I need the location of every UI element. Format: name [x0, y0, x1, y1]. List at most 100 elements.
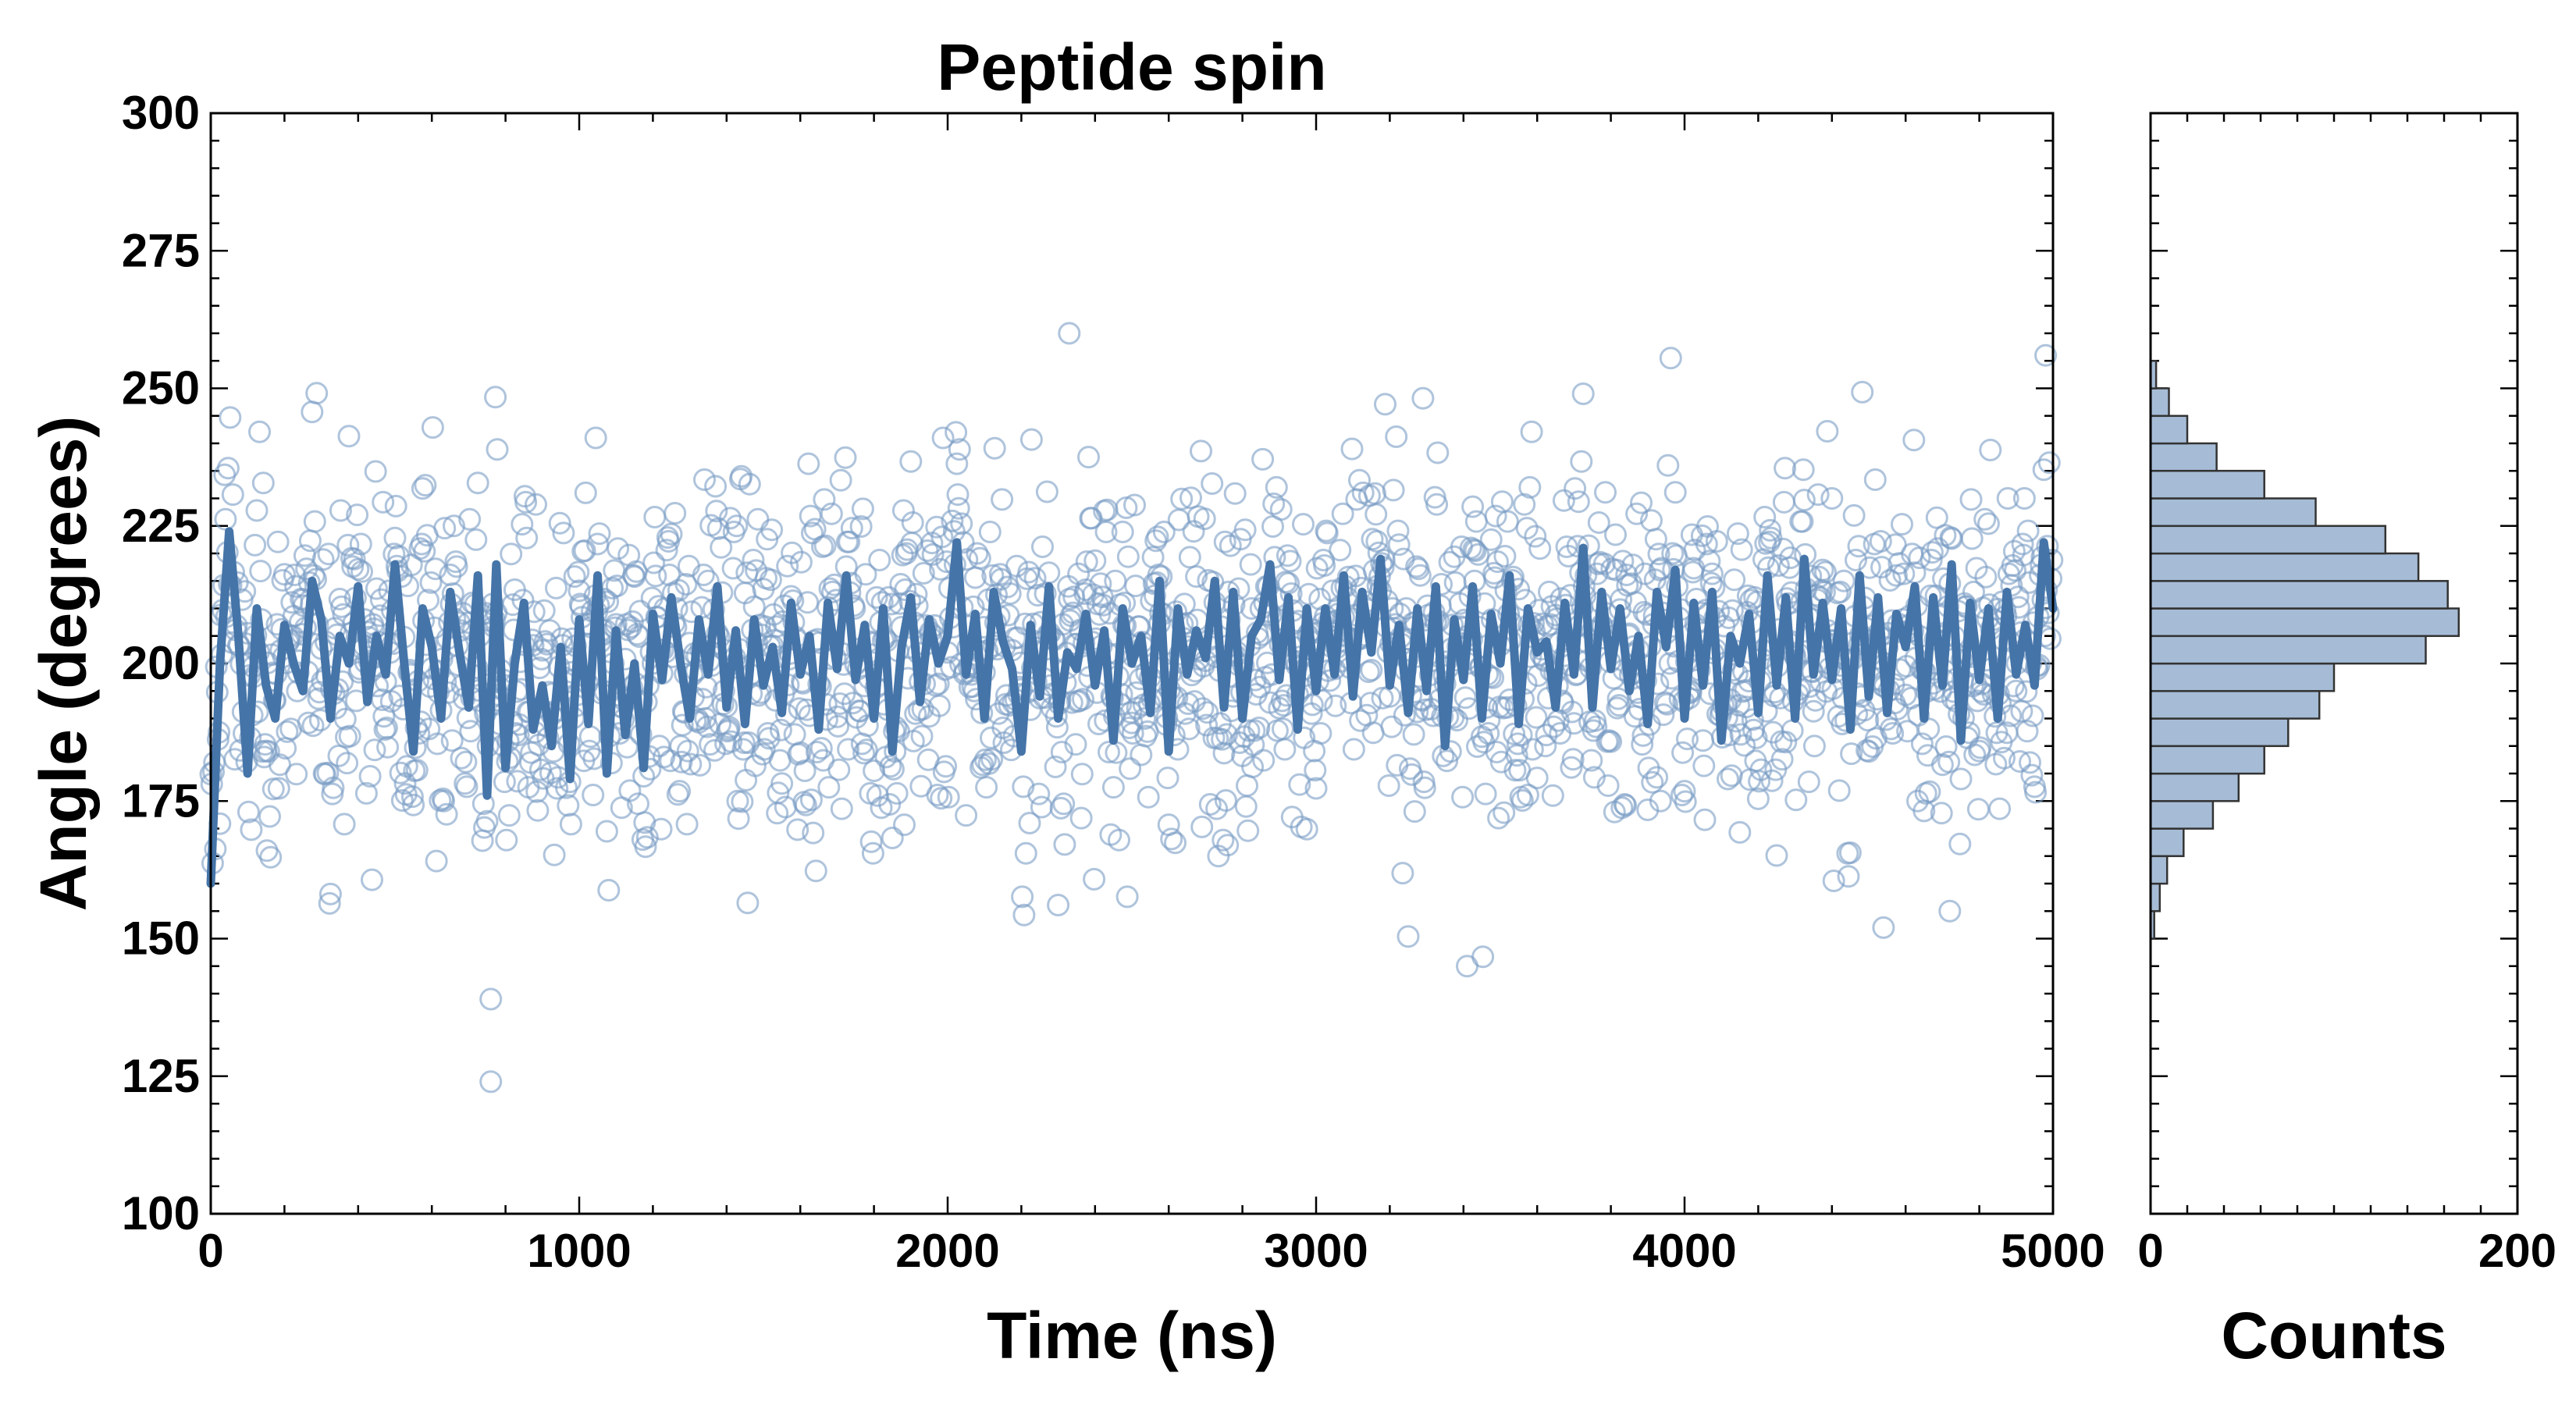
- scatter-point: [1767, 554, 1790, 577]
- scatter-point: [2021, 704, 2044, 727]
- scatter-point: [484, 386, 507, 409]
- scatter-point: [643, 506, 667, 528]
- scatter-point: [333, 707, 357, 731]
- scatter-point: [1340, 437, 1364, 461]
- scatter-point: [465, 656, 489, 680]
- scatter-point: [1748, 770, 1771, 793]
- scatter-point: [1233, 518, 1257, 542]
- scatter-point: [664, 502, 687, 525]
- scatter-point: [721, 557, 745, 580]
- scatter-point: [817, 776, 841, 799]
- scatter-point: [1695, 532, 1718, 556]
- scatter-point: [1031, 535, 1054, 558]
- scatter-point: [894, 578, 917, 601]
- scatter-point: [221, 483, 244, 507]
- scatter-point: [1241, 756, 1265, 778]
- scatter-point: [710, 535, 733, 559]
- scatter-point: [432, 789, 455, 813]
- scatter-point: [878, 793, 902, 816]
- scatter-point: [1014, 841, 1037, 865]
- scatter-point: [809, 737, 833, 760]
- scatter-point: [1027, 782, 1051, 806]
- scatter-point: [1683, 539, 1706, 562]
- scatter-point: [495, 828, 518, 852]
- scatter-point: [642, 551, 666, 574]
- scatter-point: [828, 692, 852, 715]
- scatter-point: [1604, 523, 1627, 546]
- scatter-point: [466, 471, 489, 495]
- scatter-point: [1918, 780, 1941, 803]
- scatter-point: [445, 555, 468, 578]
- scatter-point: [1822, 870, 1845, 892]
- scatter-point: [1587, 511, 1610, 534]
- scatter-point: [216, 457, 240, 480]
- scatter-point: [1164, 831, 1187, 855]
- main-plot-frame: [209, 112, 2055, 1215]
- scatter-point: [1212, 828, 1235, 852]
- scatter-point: [1857, 740, 1880, 763]
- scatter-point: [912, 561, 935, 585]
- scatter-point: [425, 849, 448, 873]
- scatter-point: [1191, 697, 1215, 720]
- scatter-point: [746, 507, 770, 531]
- scatter-point: [1774, 457, 1797, 480]
- scatter-point: [421, 416, 444, 439]
- scatter-point: [1077, 446, 1100, 469]
- histogram-axis-ticks: 0 200: [2137, 112, 2556, 1277]
- scatter-point: [1030, 795, 1053, 819]
- scatter-point: [1329, 539, 1352, 562]
- scatter-point: [667, 578, 690, 602]
- scatter-point: [1064, 733, 1087, 756]
- scatter-point: [841, 692, 864, 715]
- x-axis-title: Time (ns): [987, 1299, 1277, 1372]
- scatter-point: [479, 987, 503, 1011]
- scatter-point: [674, 573, 698, 596]
- scatter-point: [1814, 560, 1837, 584]
- scatter-point: [1348, 468, 1371, 492]
- scatter-point: [671, 713, 694, 737]
- scatter-point: [830, 797, 853, 820]
- scatter-point: [267, 777, 290, 800]
- scatter-point: [885, 781, 909, 805]
- scatter-point: [1201, 472, 1224, 495]
- scatter-point: [1304, 759, 1327, 782]
- scatter-point: [1974, 565, 1998, 589]
- scatter-point: [1878, 569, 1902, 592]
- scatter-point: [736, 891, 760, 915]
- scatter-point: [855, 738, 878, 762]
- scatter-point: [1560, 700, 1584, 724]
- scatter-point: [699, 733, 722, 756]
- scatter-point: [316, 761, 340, 784]
- scatter-point: [930, 525, 954, 549]
- scatter-point: [1659, 347, 1682, 370]
- scatter-point: [479, 1070, 503, 1094]
- scatter-point: [1310, 688, 1333, 712]
- scatter-point: [1963, 743, 1987, 767]
- scatter-point: [1213, 530, 1236, 553]
- scatter-point: [563, 565, 586, 589]
- scatter-point: [546, 777, 569, 800]
- scatter-point: [1661, 542, 1685, 565]
- scatter-point: [655, 539, 678, 562]
- scatter-point: [1596, 774, 1620, 797]
- scatter-point: [856, 714, 879, 738]
- scatter-point: [1969, 736, 1992, 759]
- scatter-point: [1934, 735, 1958, 758]
- scatter-point: [1496, 510, 1519, 533]
- scatter-point: [1089, 572, 1112, 596]
- scatter-point: [776, 554, 799, 578]
- scatter-point: [1652, 703, 1675, 727]
- scatter-point: [799, 788, 823, 812]
- scatter-point: [926, 784, 949, 806]
- scatter-point: [865, 585, 888, 609]
- scatter-point: [1467, 542, 1490, 566]
- scatter-point: [1072, 688, 1094, 711]
- scatter-point: [1349, 709, 1372, 732]
- scatter-point: [1265, 475, 1288, 499]
- scatter-point: [1461, 495, 1485, 518]
- scatter-point: [1820, 487, 1844, 510]
- scatter-point: [1121, 722, 1144, 745]
- scatter-point: [1753, 506, 1777, 528]
- scatter-point: [514, 490, 538, 514]
- scatter-point: [1920, 549, 1943, 571]
